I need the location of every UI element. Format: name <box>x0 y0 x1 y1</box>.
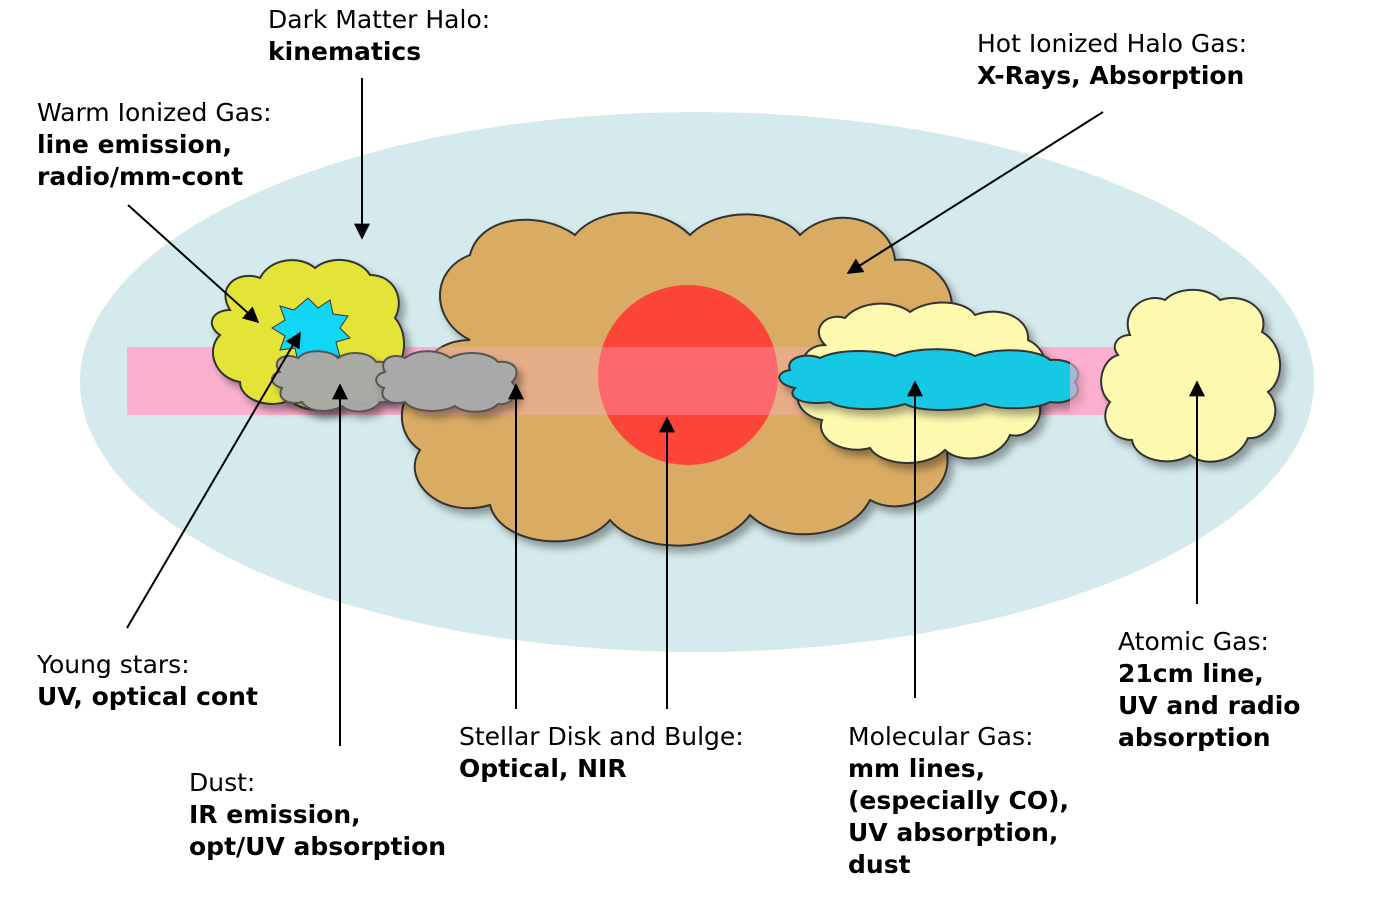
arrow-young-stars <box>126 331 301 629</box>
label-detail: UV and radio <box>1118 691 1301 720</box>
label-detail: kinematics <box>268 37 422 66</box>
label-molecular-gas: Molecular Gas: mm lines, (especially CO)… <box>848 721 1069 881</box>
label-young-stars: Young stars: UV, optical cont <box>37 649 258 713</box>
bulge-core <box>598 285 778 465</box>
label-detail: opt/UV absorption <box>189 832 447 861</box>
atomic-gas-cloud <box>1100 288 1281 463</box>
label-detail: 21cm line, <box>1118 659 1264 688</box>
dust-cloud-right <box>375 350 518 413</box>
label-detail: mm lines, <box>848 754 986 783</box>
label-title: Dust: <box>189 768 256 797</box>
label-detail: absorption <box>1118 723 1271 752</box>
arrow-hot-ionized <box>846 111 1104 274</box>
label-title: Stellar Disk and Bulge: <box>459 722 744 751</box>
label-stellar-disk-bulge: Stellar Disk and Bulge: Optical, NIR <box>459 721 744 785</box>
label-title: Young stars: <box>37 650 190 679</box>
label-detail: dust <box>848 850 911 879</box>
label-dust: Dust: IR emission, opt/UV absorption <box>189 767 446 863</box>
label-detail: X-Rays, Absorption <box>977 61 1245 90</box>
label-warm-ionized-gas: Warm Ionized Gas: line emission, radio/m… <box>37 97 272 193</box>
label-title: Dark Matter Halo: <box>268 5 491 34</box>
label-detail: (especially CO), <box>848 786 1070 815</box>
label-title: Molecular Gas: <box>848 722 1034 751</box>
arrows <box>126 78 1205 746</box>
label-detail: Optical, NIR <box>459 754 627 783</box>
label-atomic-gas: Atomic Gas: 21cm line, UV and radio abso… <box>1118 626 1300 754</box>
label-hot-ionized-halo-gas: Hot Ionized Halo Gas: X-Rays, Absorption <box>977 28 1247 92</box>
label-title: Warm Ionized Gas: <box>37 98 272 127</box>
label-detail: IR emission, <box>189 800 361 829</box>
label-detail: radio/mm-cont <box>37 162 244 191</box>
label-detail: UV absorption, <box>848 818 1059 847</box>
label-title: Hot Ionized Halo Gas: <box>977 29 1248 58</box>
label-detail: line emission, <box>37 130 232 159</box>
label-detail: UV, optical cont <box>37 682 258 711</box>
label-title: Atomic Gas: <box>1118 627 1269 656</box>
molecular-gas-inner-cloud <box>778 348 1080 411</box>
label-dark-matter-halo: Dark Matter Halo: kinematics <box>268 4 490 68</box>
arrow-warm-ionized <box>127 204 260 324</box>
